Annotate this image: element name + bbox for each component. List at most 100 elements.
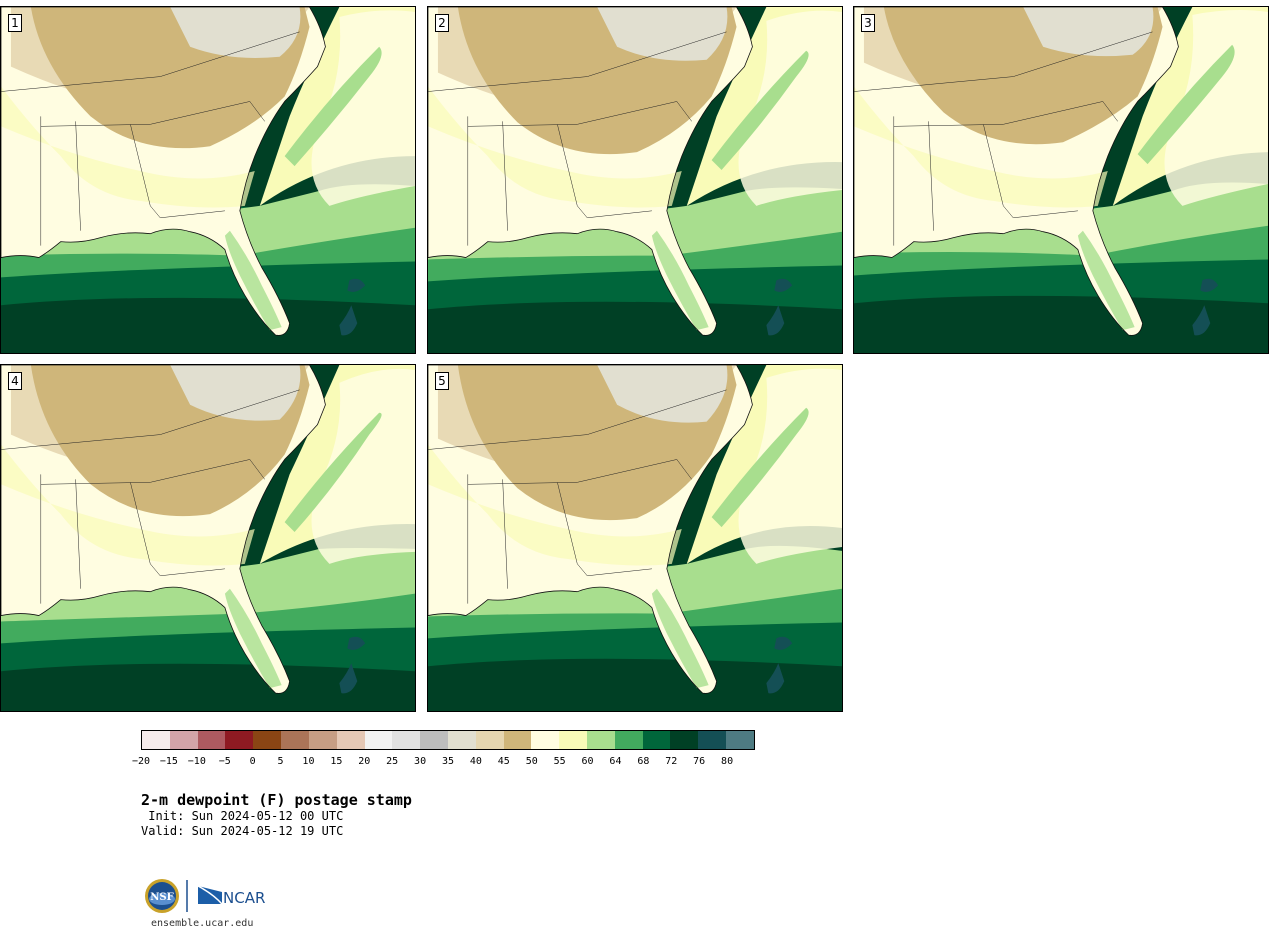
ocean-band-cream — [738, 10, 842, 206]
ncar-logo-text: NCAR — [223, 889, 265, 907]
colorbar-segment — [447, 731, 476, 749]
state-borders — [428, 389, 727, 604]
panel-number: 5 — [435, 372, 449, 390]
colorbar-tick-label: 40 — [469, 756, 482, 767]
land-region-grey-beige — [170, 7, 301, 58]
colorbar-tick-label: 50 — [525, 756, 538, 767]
dewpoint-map — [854, 7, 1268, 353]
colorbar-segment — [614, 731, 643, 749]
valid-time: Valid: Sun 2024-05-12 19 UTC — [141, 824, 344, 838]
colorbar-tick-labels: −20 −15 −10 −5 0 5 10 15 20 25 30 35 40 45 50 55 60 64 68 7… — [132, 756, 755, 770]
colorbar-segment — [225, 731, 254, 749]
land-region-pale-yellow — [1, 444, 255, 566]
member-panel-4: 4 — [0, 364, 416, 712]
bahamas-teal-patches — [766, 278, 793, 336]
colorbar-segment — [197, 731, 226, 749]
footer-url: ensemble.ucar.edu — [151, 918, 254, 929]
colorbar-segment — [559, 731, 587, 749]
ocean-streak-light-green — [1137, 44, 1235, 165]
nsf-logo-text: NSF — [150, 892, 173, 903]
colorbar-tick-label: 60 — [581, 756, 594, 767]
colorbar-segment — [336, 731, 365, 749]
colorbar-segment — [698, 731, 727, 749]
panel-number: 2 — [435, 14, 449, 32]
colorbar-segment — [364, 731, 393, 749]
dewpoint-map — [428, 365, 842, 711]
dewpoint-map — [1, 365, 415, 711]
colorbar-tick-label: 10 — [302, 756, 315, 767]
colorbar-tick-label: 45 — [497, 756, 510, 767]
panel-number: 3 — [861, 14, 875, 32]
land-region-grey-beige — [597, 365, 728, 423]
colorbar-tick-label: 55 — [553, 756, 566, 767]
coastline — [428, 7, 753, 336]
init-time: Init: Sun 2024-05-12 00 UTC — [141, 809, 344, 823]
colorbar-segment — [503, 731, 532, 749]
bahamas-teal-patches — [766, 636, 793, 694]
colorbar-segment — [308, 731, 337, 749]
member-panel-2: 2 — [427, 6, 843, 354]
florida-light-green — [224, 230, 282, 331]
land-region-pale-yellow — [1, 86, 255, 208]
colorbar-segment — [642, 731, 671, 749]
colorbar-segment — [475, 731, 504, 749]
ocean-streak-light-green — [711, 407, 809, 528]
colorbar-tick-label: 30 — [414, 756, 427, 767]
coastline — [854, 7, 1179, 336]
colorbar-tick-label: −5 — [218, 756, 231, 767]
land-region-grey-beige — [1023, 7, 1154, 57]
colorbar-tick-label: 68 — [637, 756, 650, 767]
dewpoint-map — [1, 7, 415, 353]
ocean-band-cream — [1164, 10, 1268, 206]
colorbar-segment — [281, 731, 309, 749]
logos: NSF NCAR — [143, 876, 283, 916]
colorbar-tick-label: 5 — [277, 756, 284, 767]
state-borders — [854, 31, 1153, 246]
colorbar-tick-label: −10 — [187, 756, 206, 767]
colorbar-tick-label: 72 — [665, 756, 678, 767]
colorbar-tick-label: 20 — [358, 756, 371, 767]
state-borders — [1, 31, 300, 246]
colorbar-tick-label: 35 — [441, 756, 455, 767]
colorbar-segment — [531, 731, 560, 749]
florida-light-green — [224, 588, 282, 689]
colorbar-segment — [670, 731, 699, 749]
bahamas-teal-patches — [339, 636, 366, 694]
colorbar-tick-label: −15 — [159, 756, 178, 767]
ocean-band-cream — [738, 368, 842, 564]
member-panel-5: 5 — [427, 364, 843, 712]
ocean-streak-light-green — [711, 50, 809, 171]
state-borders — [428, 31, 727, 246]
florida-light-green — [651, 230, 709, 331]
bahamas-teal-patches — [339, 278, 366, 336]
colorbar-segment — [142, 731, 170, 749]
land-region-pale-yellow — [428, 86, 682, 208]
ocean-streak-light-green — [284, 46, 382, 167]
land-region-grey-beige — [170, 365, 301, 421]
chart-title: 2-m dewpoint (F) postage stamp — [141, 791, 412, 809]
colorbar-tick-label: 64 — [609, 756, 622, 767]
florida-light-green — [651, 588, 709, 689]
ocean-streak-light-green — [284, 412, 382, 533]
coastline — [428, 365, 753, 694]
colorbar-tick-label: −20 — [131, 756, 151, 767]
bahamas-teal-patches — [1192, 278, 1219, 336]
member-panel-1: 1 — [0, 6, 416, 354]
colorbar-tick-label: 0 — [249, 756, 256, 767]
member-panel-3: 3 — [853, 6, 1269, 354]
colorbar-segment — [420, 731, 448, 749]
colorbar-tick-label: 80 — [721, 756, 734, 767]
colorbar-segment — [392, 731, 421, 749]
dewpoint-map — [428, 7, 842, 353]
florida-light-green — [1077, 230, 1135, 331]
land-region-pale-yellow — [854, 86, 1108, 208]
land-region-grey-beige — [597, 7, 728, 61]
ocean-band-cream — [311, 10, 415, 206]
colorbar-tick-label: 25 — [386, 756, 399, 767]
colorbar-tick-label: 76 — [693, 756, 706, 767]
land-region-pale-yellow — [428, 444, 682, 566]
colorbar-segment — [169, 731, 198, 749]
coastline — [1, 7, 326, 336]
colorbar — [141, 730, 755, 750]
ocean-band-cream — [311, 368, 415, 564]
